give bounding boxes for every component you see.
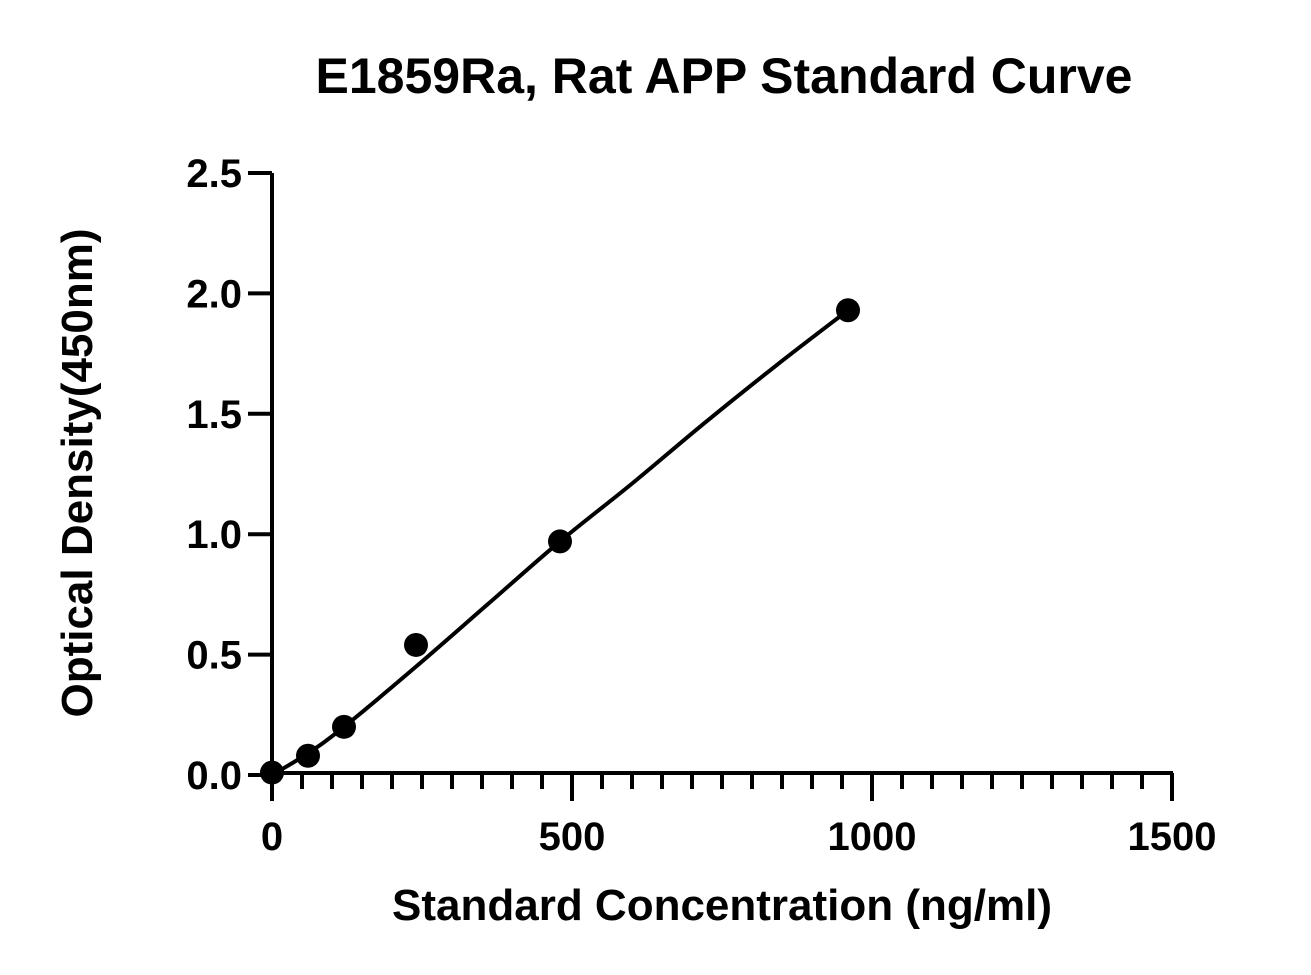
y-axis-label: Optical Density(450nm) — [53, 228, 102, 717]
y-tick-label: 2.5 — [186, 152, 242, 196]
x-ticks: 0 500 1000 1500 — [261, 773, 1217, 859]
x-axis-label: Standard Concentration (ng/ml) — [392, 881, 1052, 930]
y-tick-label: 1.0 — [186, 513, 242, 557]
data-point — [332, 714, 356, 739]
data-point — [404, 632, 428, 657]
y-tick-label: 0.0 — [186, 754, 242, 798]
x-tick-label: 500 — [539, 815, 606, 859]
x-tick-label: 0 — [261, 815, 283, 859]
data-point — [548, 529, 572, 554]
x-tick-label: 1500 — [1128, 815, 1217, 859]
x-tick-label: 1000 — [828, 815, 917, 859]
chart-title: E1859Ra, Rat APP Standard Curve — [316, 48, 1133, 104]
y-tick-label: 0.5 — [186, 634, 242, 678]
data-point — [836, 298, 860, 323]
y-tick-label: 2.0 — [186, 272, 242, 316]
fit-curve-line — [270, 308, 850, 777]
data-point — [260, 760, 284, 785]
y-ticks: 0.0 0.5 1.0 1.5 2.0 2.5 — [186, 152, 272, 798]
y-tick-label: 1.5 — [186, 393, 242, 437]
data-point — [296, 743, 320, 768]
data-points — [260, 298, 860, 785]
